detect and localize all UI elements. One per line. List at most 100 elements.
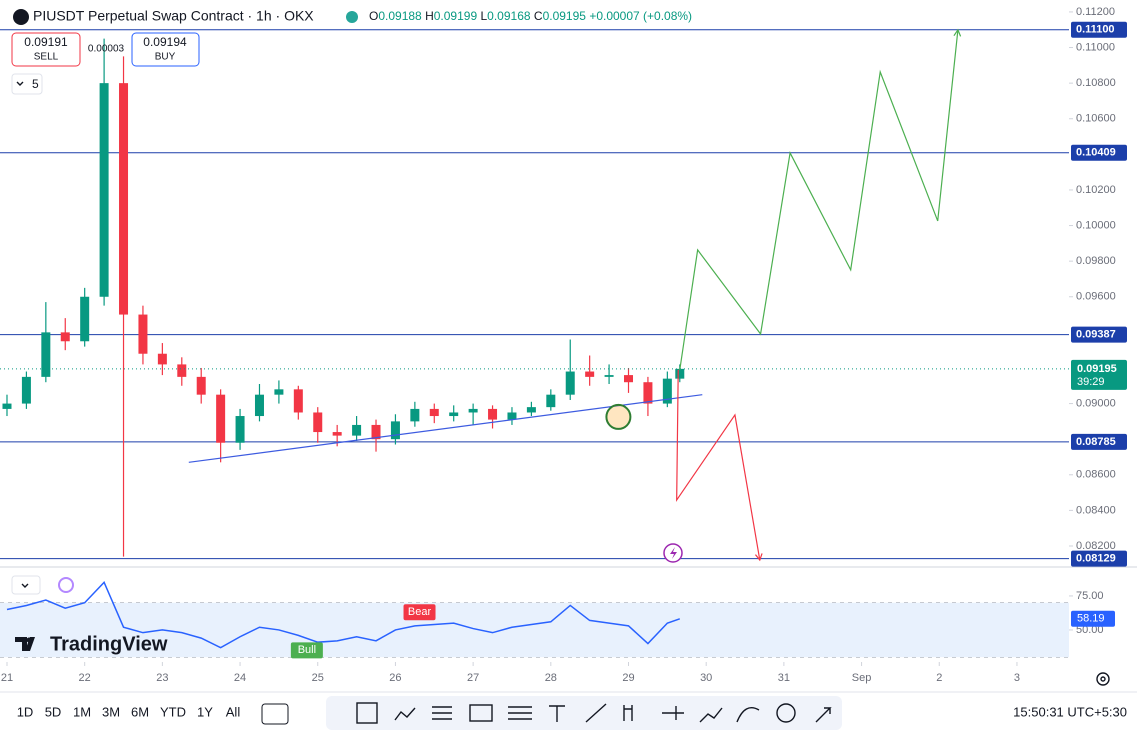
x-tick-label: 31	[778, 672, 790, 684]
toolbar: 15:50:31 UTC+5:30 1D 5D 1M 3M 6M YTD 1Y All	[17, 696, 1127, 730]
gear-center	[1100, 676, 1106, 682]
candle-body	[371, 424, 381, 440]
gear	[1096, 672, 1110, 686]
tool-path[interactable]	[394, 707, 416, 721]
y-tick-label: 0.08400	[1076, 504, 1116, 516]
level-label: 0.09387	[1076, 329, 1116, 341]
indicator-count: 5	[32, 77, 39, 91]
x-tick-label: 21	[1, 672, 13, 684]
range-button[interactable]: 3M	[102, 704, 120, 719]
candle-body	[313, 412, 323, 433]
y-tick-label: 0.11200	[1076, 6, 1115, 18]
candle-body	[293, 389, 303, 413]
ohlc-value: 0.09199	[434, 9, 478, 23]
range-button[interactable]: 5D	[45, 704, 62, 719]
refresh-icon[interactable]	[58, 577, 74, 593]
range-button[interactable]: All	[226, 704, 241, 719]
rsi-tick-label: 75.00	[1076, 590, 1104, 602]
marker-circle	[605, 403, 632, 430]
indicator-toggle[interactable]: 5	[11, 73, 43, 95]
x-tick-label: 26	[389, 672, 401, 684]
last-price-label: 0.09195	[1077, 363, 1117, 375]
settings-icon[interactable]	[1096, 672, 1110, 686]
x-tick-label: 28	[545, 672, 557, 684]
range-button[interactable]: 1M	[73, 704, 91, 719]
alert-bolt	[670, 547, 677, 559]
candle-body	[675, 368, 685, 379]
x-tick-label: 24	[234, 672, 246, 684]
tool-range[interactable]	[469, 704, 493, 722]
last-price-box	[1071, 359, 1127, 390]
sell-button[interactable]: 0.09191 SELL	[11, 32, 81, 67]
rsi-value-box	[1071, 610, 1115, 627]
range-button[interactable]: YTD	[160, 704, 186, 719]
ohlc-value: 0.09168	[487, 9, 531, 23]
toggle-box	[11, 73, 43, 95]
ohlc-value: 0.09195	[543, 9, 587, 23]
projection-up-arrowhead	[953, 28, 962, 37]
candle-body	[604, 375, 614, 377]
tool-measure[interactable]	[662, 706, 684, 720]
candle-body	[624, 375, 634, 383]
y-tick-label: 0.11000	[1076, 41, 1115, 53]
buy-price: 0.09194	[143, 35, 187, 49]
sell-box	[11, 32, 81, 67]
calendar-icon[interactable]	[261, 703, 289, 725]
x-tick-label: Sep	[852, 672, 872, 684]
candle-body	[99, 83, 109, 297]
x-tick-label: 2	[936, 672, 942, 684]
tool-pattern[interactable]	[699, 707, 723, 723]
chevron	[21, 583, 29, 588]
y-tick-label: 0.08600	[1076, 469, 1116, 481]
level-label-box	[1071, 326, 1127, 343]
candle-body	[410, 408, 420, 422]
y-tick-label: 0.08200	[1076, 540, 1116, 552]
range-button[interactable]: 1D	[17, 704, 34, 719]
tool-text[interactable]	[549, 705, 565, 722]
candle-body	[196, 376, 206, 395]
level-label-box	[1071, 433, 1127, 450]
ohlc-key: H	[425, 9, 434, 23]
ohlc-change: +0.00007 (+0.08%)	[589, 9, 692, 23]
sell-price: 0.09191	[24, 35, 68, 49]
tool-levels[interactable]	[432, 706, 452, 720]
level-label-box	[1071, 550, 1127, 567]
candle-body	[352, 424, 362, 436]
tool-eye[interactable]	[776, 703, 796, 723]
range-button[interactable]: 1Y	[197, 704, 213, 719]
rsi-tick-label: 50.00	[1076, 624, 1104, 636]
logo-text: TradingView	[50, 633, 168, 655]
level-label: 0.08785	[1076, 436, 1116, 448]
tool-lines[interactable]	[508, 706, 532, 720]
candle-body	[119, 83, 129, 315]
candle-body	[546, 394, 556, 408]
candle-body	[565, 371, 575, 395]
tool-select[interactable]	[356, 702, 378, 724]
x-tick-label: 25	[312, 672, 324, 684]
logo-dot	[26, 637, 32, 643]
tool-trend[interactable]	[585, 703, 607, 723]
candle-body	[662, 378, 672, 404]
tool-arrow[interactable]	[815, 707, 832, 723]
rsi-line	[6, 580, 681, 649]
candle-body	[177, 364, 187, 377]
rsi-collapse[interactable]	[11, 575, 41, 595]
candle-body	[138, 314, 148, 354]
x-tick-label: 22	[79, 672, 91, 684]
buy-button[interactable]: 0.09194 BUY	[131, 32, 200, 67]
candle-body	[254, 394, 264, 417]
y-tick-label: 0.09000	[1076, 397, 1116, 409]
alert-icon[interactable]	[663, 543, 683, 563]
symbol-icon	[13, 9, 29, 25]
candle-body	[41, 332, 51, 377]
projection-down	[676, 369, 761, 561]
tool-brush[interactable]	[736, 707, 760, 723]
ohlc-readout: O0.09188 H0.09199 L0.09168 C0.09195 +0.0…	[369, 9, 692, 23]
projection-down-arrowhead	[754, 553, 763, 562]
y-tick-label: 0.10000	[1076, 219, 1116, 231]
range-button[interactable]: 6M	[131, 704, 149, 719]
sell-label: SELL	[34, 52, 59, 63]
tool-fib[interactable]	[623, 705, 633, 721]
